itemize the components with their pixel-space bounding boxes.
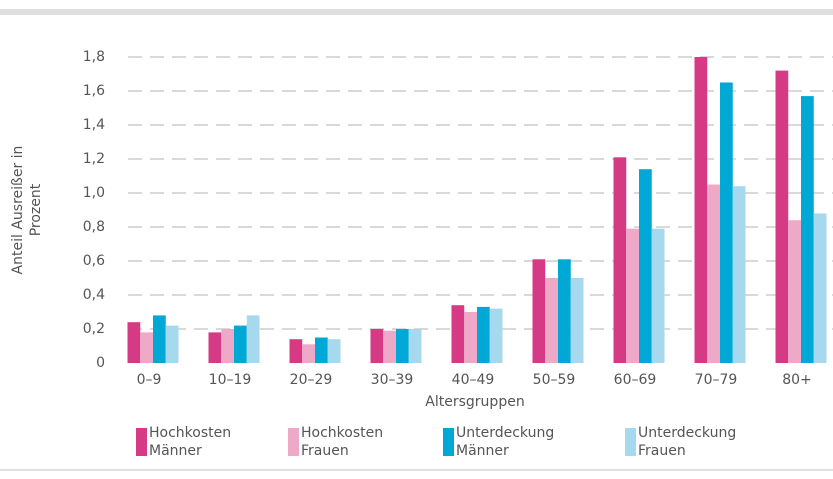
- bar: [383, 330, 396, 363]
- bar: [221, 329, 234, 363]
- bar: [234, 325, 247, 363]
- x-tick-label: 40–49: [452, 372, 495, 388]
- y-tick-label: 0: [96, 355, 105, 371]
- bar: [613, 157, 627, 363]
- legend-swatch: [625, 428, 636, 456]
- bar: [408, 329, 422, 363]
- y-tick-label: 1,8: [83, 49, 105, 65]
- bar: [208, 332, 222, 363]
- bar: [327, 339, 341, 363]
- x-tick-label: 80+: [782, 372, 812, 388]
- bar: [801, 96, 814, 363]
- x-tick-label: 10–19: [209, 372, 252, 388]
- legend-swatch: [136, 428, 147, 456]
- bar: [720, 82, 733, 363]
- bar: [570, 278, 584, 363]
- bar: [813, 213, 827, 363]
- y-tick-label: 0,4: [83, 287, 105, 303]
- bar: [396, 329, 409, 363]
- bottom-rule: [0, 469, 833, 471]
- bar: [707, 184, 720, 363]
- bar: [545, 278, 558, 363]
- bar: [246, 315, 260, 363]
- bar: [694, 57, 708, 363]
- bar: [315, 337, 328, 363]
- x-tick-label: 30–39: [371, 372, 414, 388]
- bar: [464, 312, 477, 363]
- bar: [532, 259, 546, 363]
- bar: [289, 339, 303, 363]
- x-tick-label: 70–79: [695, 372, 738, 388]
- bar: [451, 305, 465, 363]
- bar: [732, 186, 746, 363]
- y-tick-label: 1,2: [83, 151, 105, 167]
- y-tick-label: 0,2: [83, 321, 105, 337]
- x-tick-label: 20–29: [290, 372, 333, 388]
- legend-label: Hochkosten Männer: [149, 425, 232, 459]
- legend-label: Unterdeckung Frauen: [638, 425, 737, 459]
- y-tick-label: 1,4: [83, 117, 105, 133]
- bar: [370, 329, 384, 363]
- bar: [639, 169, 652, 363]
- bar: [153, 315, 166, 363]
- bar: [140, 332, 153, 363]
- x-tick-label: 60–69: [614, 372, 657, 388]
- legend-label: Hochkosten Frauen: [301, 425, 384, 459]
- bar: [477, 306, 490, 363]
- legend-label: Unterdeckung Männer: [456, 425, 555, 459]
- y-tick-label: 1,6: [83, 83, 105, 99]
- bar: [626, 228, 639, 363]
- top-rule: [0, 9, 833, 15]
- x-tick-label: 0–9: [137, 372, 162, 388]
- y-tick-label: 0,6: [83, 253, 105, 269]
- bar: [558, 259, 571, 363]
- bar: [775, 70, 789, 363]
- bar: [489, 308, 503, 363]
- x-axis-label: Altersgruppen: [425, 394, 524, 410]
- bar: [127, 322, 141, 363]
- y-tick-label: 1,0: [83, 185, 105, 201]
- bar: [165, 325, 179, 363]
- y-axis-label: Anteil Ausreißer in Prozent: [10, 145, 44, 275]
- legend-swatch: [443, 428, 454, 456]
- bar: [788, 220, 801, 363]
- bar: [651, 228, 665, 363]
- legend-swatch: [288, 428, 299, 456]
- x-tick-label: 50–59: [533, 372, 576, 388]
- bar: [302, 344, 315, 363]
- y-tick-label: 0,8: [83, 219, 105, 235]
